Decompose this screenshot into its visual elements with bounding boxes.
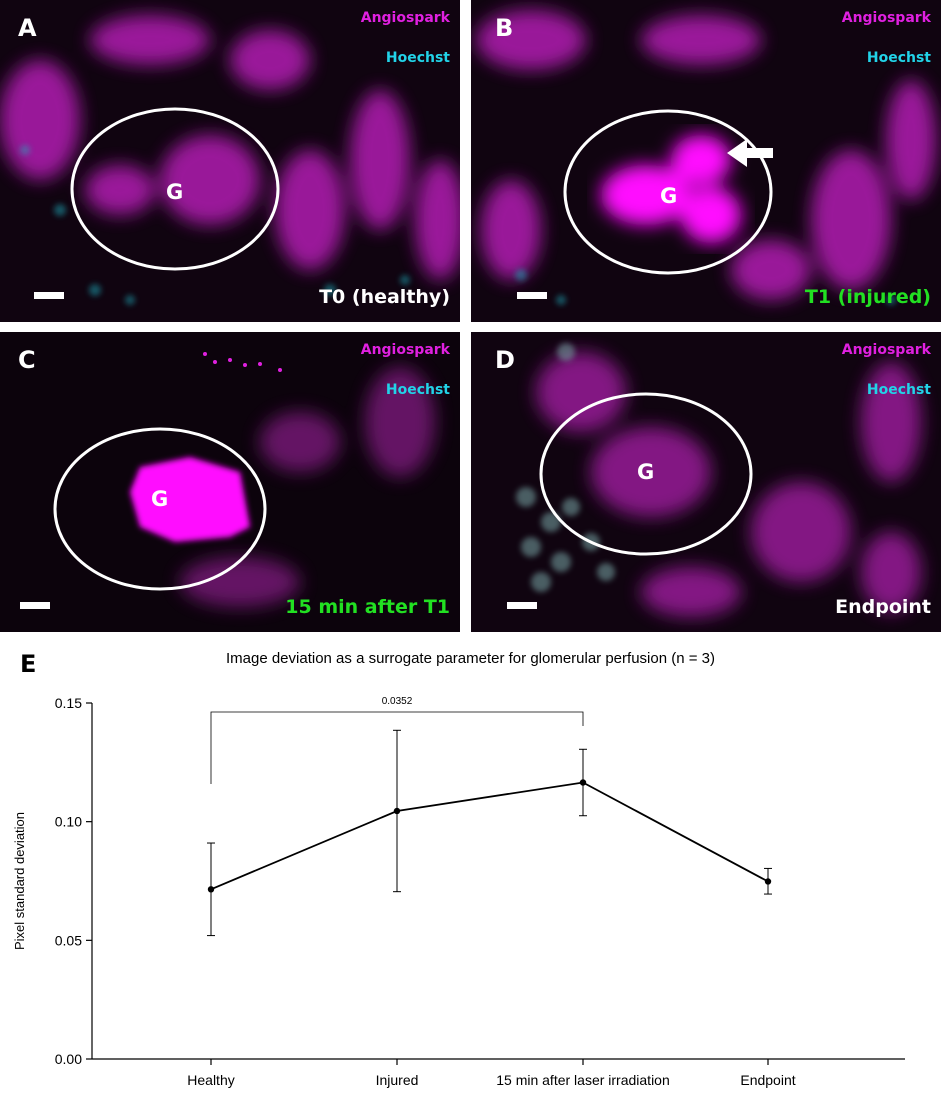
data-point — [579, 779, 587, 786]
condition-label: Endpoint — [835, 596, 931, 618]
hoechst-channel-label: Hoechst — [866, 50, 931, 66]
angiospark-channel-label: Angiospark — [841, 342, 931, 358]
x-tick-label: Healthy — [187, 1072, 234, 1088]
chart-axes: 0.00 0.05 0.10 0.15 Pixel standard deviation… — [12, 695, 905, 1088]
data-point — [393, 807, 401, 815]
angiospark-channel-label: Angiospark — [360, 10, 450, 26]
micrograph-image-d — [471, 332, 941, 632]
data-point — [207, 886, 215, 893]
panel-label: C — [18, 346, 36, 374]
y-tick-label: 0.00 — [55, 1051, 82, 1067]
p-value-label: 0.0352 — [382, 696, 413, 707]
x-tick-label: Endpoint — [740, 1072, 795, 1088]
glomerulus-label: G — [660, 184, 678, 208]
data-point — [764, 878, 772, 885]
micrograph-image-b — [471, 0, 941, 322]
hoechst-channel-label: Hoechst — [866, 382, 931, 398]
glomerulus-label: G — [166, 180, 184, 204]
scale-bar — [34, 292, 64, 299]
glomerulus-label: G — [151, 487, 169, 511]
panel-label: E — [20, 650, 37, 678]
condition-label: 15 min after T1 — [285, 596, 450, 618]
panel-label: B — [495, 14, 514, 42]
y-tick-label: 0.15 — [55, 695, 82, 711]
y-tick-label: 0.05 — [55, 932, 82, 948]
chart-title: Image deviation as a surrogate parameter… — [225, 650, 715, 667]
angiospark-channel-label: Angiospark — [841, 10, 931, 26]
y-tick-label: 0.10 — [55, 814, 82, 830]
micrograph-panel-a: A Angiospark Hoechst G T0 (healthy) — [0, 0, 460, 322]
angiospark-channel-label: Angiospark — [360, 342, 450, 358]
x-tick-label: Injured — [376, 1072, 419, 1088]
scale-bar — [20, 602, 50, 609]
micrograph-panel-c: C Angiospark Hoechst G 15 min after T1 — [0, 332, 460, 632]
x-tick-label: 15 min after laser irradiation — [496, 1072, 670, 1088]
y-axis-label: Pixel standard deviation — [12, 812, 27, 950]
hoechst-channel-label: Hoechst — [385, 382, 450, 398]
panel-label: A — [18, 14, 37, 42]
significance-bracket — [210, 711, 584, 784]
panel-label: D — [495, 346, 515, 374]
series-line — [210, 781, 769, 891]
micrograph-panel-d: D Angiospark Hoechst G Endpoint — [471, 332, 941, 632]
micrograph-image-c — [0, 332, 460, 632]
arrow-icon — [727, 139, 773, 167]
glomerulus-label: G — [637, 460, 655, 484]
condition-label: T0 (healthy) — [319, 286, 450, 308]
micrograph-panel-b: B Angiospark Hoechst G T1 (injured) — [471, 0, 941, 322]
chart-marks: 0.0352 — [207, 696, 772, 937]
scale-bar — [517, 292, 547, 299]
hoechst-channel-label: Hoechst — [385, 50, 450, 66]
scale-bar — [507, 602, 537, 609]
line-chart: 0.00 0.05 0.10 0.15 Pixel standard deviation… — [12, 695, 905, 1088]
condition-label: T1 (injured) — [804, 286, 931, 308]
micrograph-image-a — [0, 0, 460, 322]
